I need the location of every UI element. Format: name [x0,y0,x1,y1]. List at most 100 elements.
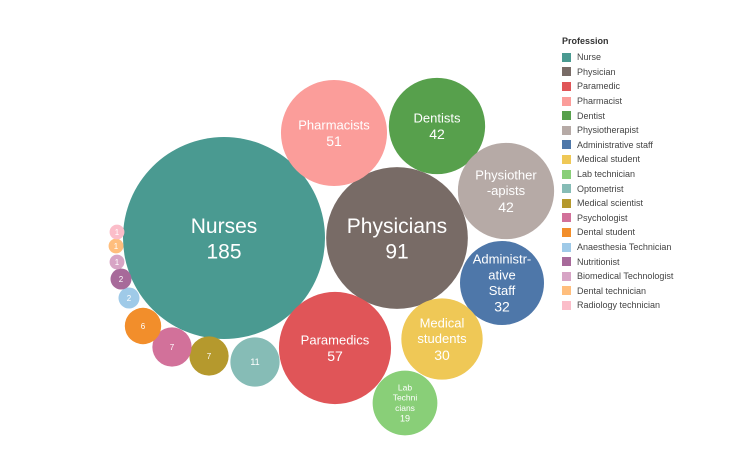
legend-swatch [562,52,571,62]
legend-label: Dental student [577,227,636,238]
legend-swatch [562,169,571,179]
legend-item-medical-student[interactable]: Medical student [562,152,673,167]
bubble-psychologist[interactable] [152,327,192,367]
bubble-value-anaesthesia-technician: 2 [127,294,132,303]
legend-item-nutritionist[interactable]: Nutritionist [562,254,673,269]
bubble-biomedical-technologist[interactable] [109,254,125,270]
legend-swatch [562,300,571,310]
bubble-value-optometrist: 11 [250,357,259,367]
bubble-value-pharmacist: 51 [326,133,342,149]
legend-swatch [562,257,571,267]
bubble-label-lab-technician: Lab Techni cians [393,382,418,412]
legend-swatch [562,96,571,106]
legend-swatch [562,184,571,194]
bubble-label-physiotherapist: Physiother -apists [475,168,537,199]
legend-swatch [562,242,571,252]
legend-label: Biomedical Technologist [577,271,674,282]
bubble-radiology-technician[interactable] [109,224,125,240]
bubble-administrative-staff[interactable] [459,240,545,326]
bubble-label-pharmacist: Pharmacists [298,117,370,132]
legend-swatch [562,67,571,77]
legend-item-dental-technician[interactable]: Dental technician [562,284,673,299]
legend-label: Nurse [577,52,602,63]
bubble-physiotherapist[interactable] [457,142,555,240]
bubble-anaesthesia-technician[interactable] [118,287,140,309]
legend-item-paramedic[interactable]: Paramedic [562,79,673,94]
bubble-value-dental-student: 6 [141,322,146,331]
bubble-physician[interactable] [326,167,468,309]
legend-label: Administrative staff [577,139,653,150]
bubble-label-dentist: Dentists [414,110,461,125]
legend-label: Anaesthesia Technician [577,242,672,253]
legend-label: Optometrist [577,183,624,194]
legend-item-administrative-staff[interactable]: Administrative staff [562,138,673,153]
legend-item-optometrist[interactable]: Optometrist [562,181,673,196]
bubble-label-physician: Physicians [347,215,447,238]
bubble-pharmacist[interactable] [280,79,388,187]
legend-swatch [562,81,571,91]
legend-item-radiology-technician[interactable]: Radiology technician [562,298,673,313]
legend-item-pharmacist[interactable]: Pharmacist [562,94,673,109]
legend-swatch [562,227,571,237]
legend-label: Pharmacist [577,96,623,107]
bubble-value-physician: 91 [385,240,408,263]
legend: Profession Nurse Physician Paramedic Pharma… [562,36,673,313]
legend-item-physician[interactable]: Physician [562,65,673,80]
bubble-value-medical-student: 30 [434,347,450,363]
bubble-value-dental-technician: 1 [114,242,119,251]
legend-swatch [562,198,571,208]
bubble-value-nurse: 185 [206,240,241,263]
legend-item-medical-scientist[interactable]: Medical scientist [562,196,673,211]
legend-swatch [562,271,571,281]
legend-item-dentist[interactable]: Dentist [562,108,673,123]
bubble-label-paramedic: Paramedics [301,332,370,347]
legend-label: Paramedic [577,81,621,92]
legend-label: Physiotherapist [577,125,639,136]
bubble-value-radiology-technician: 1 [115,228,120,237]
bubble-value-lab-technician: 19 [400,414,410,424]
legend-label: Radiology technician [577,300,661,311]
legend-item-psychologist[interactable]: Psychologist [562,211,673,226]
bubble-dental-technician[interactable] [108,238,124,254]
legend-label: Medical student [577,154,641,165]
legend-label: Dental technician [577,285,647,296]
legend-swatch [562,111,571,121]
legend-swatch [562,140,571,150]
legend-title: Profession [562,36,609,46]
bubble-medical-scientist[interactable] [189,336,229,376]
legend-item-lab-technician[interactable]: Lab technician [562,167,673,182]
bubble-paramedic[interactable] [278,291,392,405]
bubble-value-medical-scientist: 7 [207,352,212,361]
legend-items: Nurse Physician Paramedic Pharmacist Dentist… [562,50,673,313]
bubble-value-administrative-staff: 32 [494,299,510,315]
legend-label: Dentist [577,110,606,121]
bubble-dentist[interactable] [388,77,486,175]
legend-swatch [562,154,571,164]
bubble-medical-student[interactable] [401,298,483,380]
legend-item-nurse[interactable]: Nurse [562,50,673,65]
bubble-nurse[interactable] [123,137,325,339]
bubble-optometrist[interactable] [230,337,280,387]
legend-item-dental-student[interactable]: Dental student [562,225,673,240]
bubble-label-administrative-staff: Administr-ative Staff [473,252,532,298]
bubble-label-medical-student: Medical students [417,316,467,347]
bubble-value-paramedic: 57 [327,348,343,364]
legend-label: Psychologist [577,212,628,223]
legend-label: Nutritionist [577,256,620,267]
bubble-lab-technician[interactable] [372,370,438,436]
legend-label: Physician [577,66,616,77]
legend-swatch [562,213,571,223]
legend-item-physiotherapist[interactable]: Physiotherapist [562,123,673,138]
legend-label: Medical scientist [577,198,644,209]
bubble-value-physiotherapist: 42 [498,199,514,215]
legend-label: Lab technician [577,169,636,180]
bubble-nutritionist[interactable] [110,268,132,290]
bubble-label-nurse: Nurses [191,215,258,238]
bubble-value-nutritionist: 2 [119,275,124,284]
bubble-value-dentist: 42 [429,126,445,142]
bubble-dental-student[interactable] [124,307,162,345]
legend-item-biomedical-technologist[interactable]: Biomedical Technologist [562,269,673,284]
legend-item-anaesthesia-technician[interactable]: Anaesthesia Technician [562,240,673,255]
bubble-value-psychologist: 7 [170,343,175,352]
